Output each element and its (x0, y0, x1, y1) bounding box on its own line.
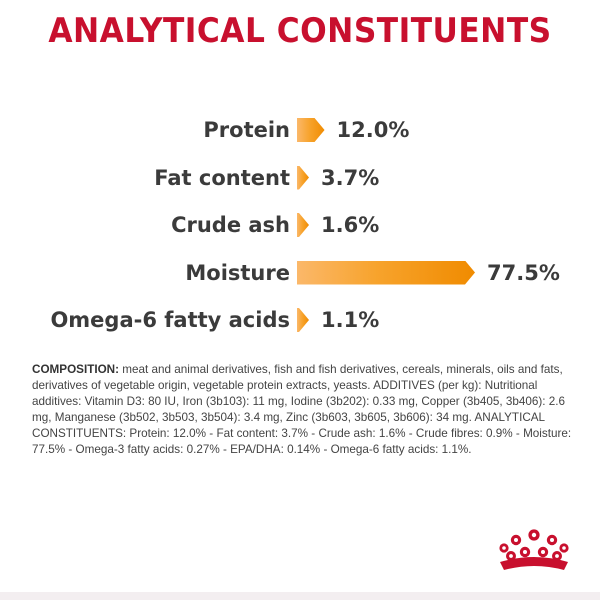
bar-value-label: 77.5% (487, 260, 560, 285)
page-title: ANALYTICAL CONSTITUENTS (48, 11, 552, 51)
bar-row: Protein 12.0% (0, 110, 600, 150)
bar-mark (297, 308, 309, 332)
bar-category-label: Omega-6 fatty acids (50, 308, 290, 332)
bar-category-label: Moisture (185, 260, 290, 285)
composition-body: meat and animal derivatives, fish and fi… (32, 363, 572, 456)
bar-category-label: Crude ash (171, 213, 290, 237)
bar-value-label: 1.1% (321, 308, 380, 332)
bar-category-label: Protein (203, 118, 290, 142)
bar-row: Moisture 77.5% (0, 253, 600, 293)
bar-value-label: 3.7% (321, 165, 380, 190)
composition-heading: COMPOSITION: (32, 363, 120, 376)
bar-mark (297, 118, 325, 142)
bar-row: Omega-6 fatty acids 1.1% (0, 300, 600, 340)
bar-mark (297, 213, 309, 237)
bar-row: Crude ash 1.6% (0, 205, 600, 245)
bar-value-label: 1.6% (321, 213, 380, 237)
bar-mark (297, 166, 309, 190)
composition-text: COMPOSITION: meat and animal derivatives… (32, 362, 572, 458)
bar-row: Fat content 3.7% (0, 158, 600, 198)
bar-value-label: 12.0% (336, 118, 410, 142)
bar-mark (297, 261, 475, 285)
bar-category-label: Fat content (154, 165, 290, 190)
royal-canin-crown-icon (499, 529, 569, 570)
bottom-band (0, 592, 600, 600)
